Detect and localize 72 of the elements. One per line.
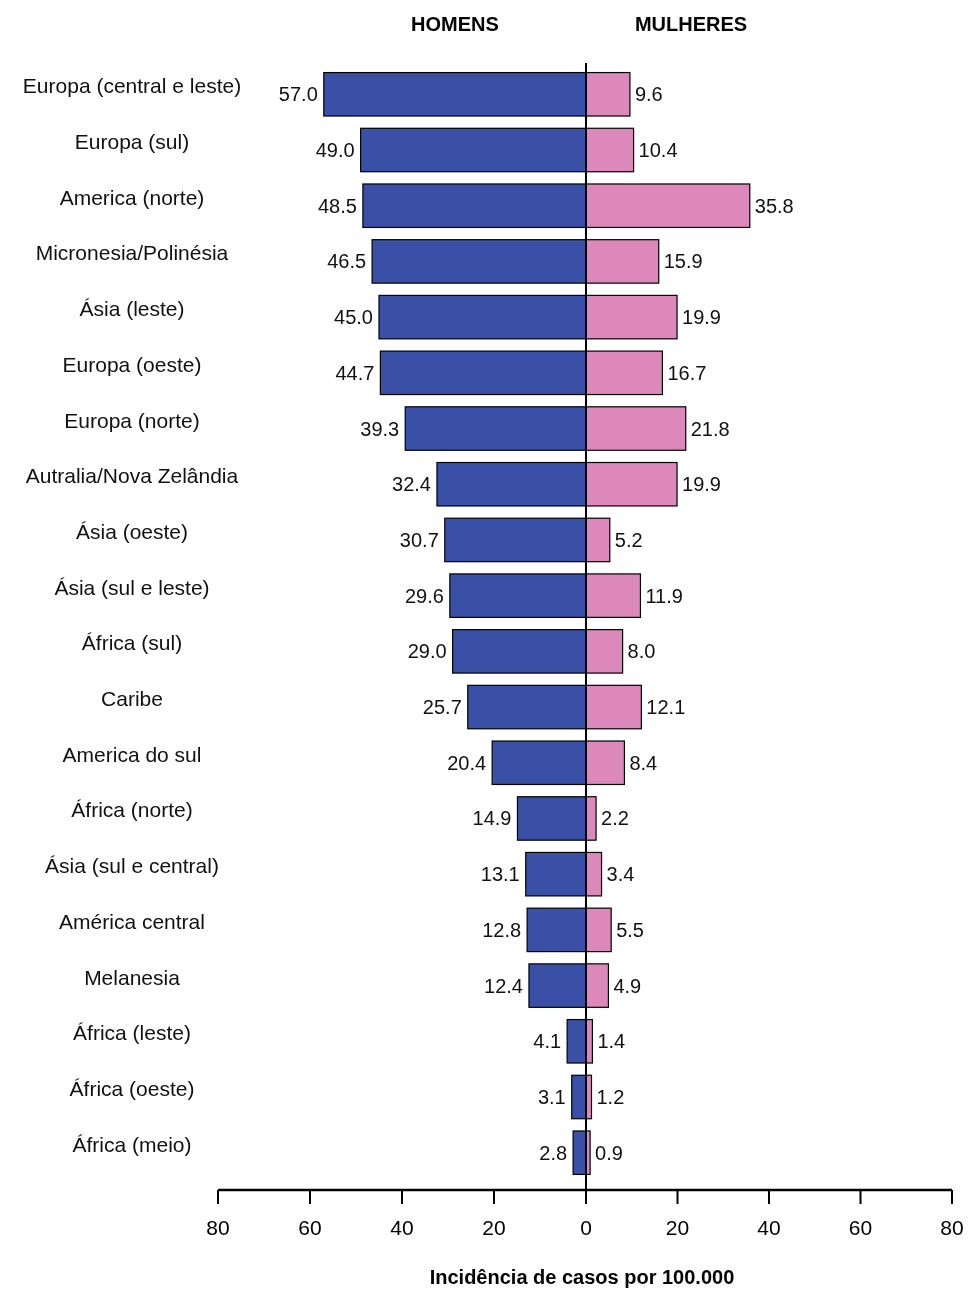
y-tick-label: Ásia (leste) — [79, 297, 185, 321]
data-label: 49.0 — [315, 139, 355, 161]
data-label: 29.6 — [404, 584, 444, 607]
x-tick-label: 60 — [848, 1216, 873, 1239]
y-tick-label: Ásia (sul e central) — [45, 854, 219, 878]
y-tick-label: America do sul — [62, 742, 202, 766]
data-label: 48.5 — [317, 194, 357, 217]
chart-title: MULHERES — [634, 13, 748, 35]
data-label: 2.8 — [539, 1141, 568, 1164]
y-tick-label: Europa (norte) — [64, 408, 200, 432]
data-label: 13.1 — [480, 863, 520, 886]
data-label: 0.9 — [595, 1141, 623, 1164]
data-label: 19.9 — [682, 473, 721, 496]
data-label: 57.0 — [278, 83, 318, 106]
data-label: 19.9 — [682, 306, 721, 329]
data-label: 45.0 — [334, 306, 373, 329]
data-label: 46.5 — [327, 250, 367, 273]
data-label: 10.4 — [638, 139, 678, 161]
data-label: 2.2 — [601, 807, 629, 830]
y-tick-label: Melanesia — [84, 965, 181, 989]
data-label: 29.0 — [407, 640, 447, 663]
y-tick-label: Europa (sul) — [74, 130, 190, 153]
chart-title: HOMENS — [411, 13, 499, 35]
data-label: 3.4 — [606, 863, 635, 886]
data-label: 15.9 — [663, 250, 703, 273]
y-tick-label: Autralia/Nova Zelândia — [25, 464, 239, 488]
y-tick-label: Europa (oeste) — [62, 352, 202, 376]
data-label: 9.6 — [634, 83, 663, 106]
data-label: 12.8 — [482, 918, 522, 941]
x-tick-label: 80 — [940, 1216, 964, 1239]
x-tick-label: 20 — [482, 1216, 506, 1239]
y-tick-label: África (leste) — [73, 1021, 191, 1045]
data-label: 5.5 — [616, 918, 644, 941]
y-tick-label: Ásia (oeste) — [75, 519, 189, 543]
x-tick-label: 40 — [757, 1216, 781, 1239]
x-tick-label: 80 — [206, 1216, 230, 1239]
data-label: 11.9 — [645, 584, 683, 607]
data-label: 5.2 — [614, 528, 643, 551]
data-label: 1.4 — [597, 1030, 626, 1053]
data-label: 21.8 — [690, 417, 730, 440]
y-tick-label: África (sul) — [81, 631, 183, 655]
data-label: 14.9 — [472, 807, 512, 830]
x-tick-label: 40 — [390, 1216, 414, 1239]
x-tick-label: 60 — [298, 1216, 322, 1239]
y-tick-label: África (meio) — [72, 1132, 192, 1156]
data-label: 8.0 — [627, 640, 656, 663]
data-label: 16.7 — [667, 361, 707, 384]
data-label: 8.4 — [629, 751, 658, 774]
y-tick-label: América central — [59, 909, 205, 933]
y-tick-label: Micronesia/Polinésia — [35, 241, 229, 265]
y-tick-label: Ásia (sul e leste) — [54, 575, 210, 599]
data-label: 20.4 — [447, 751, 487, 774]
y-tick-label: África (oeste) — [69, 1077, 195, 1100]
data-label: 25.7 — [422, 696, 462, 719]
data-label: 32.4 — [392, 473, 431, 496]
data-label: 39.3 — [360, 417, 400, 440]
data-label: 4.1 — [533, 1030, 562, 1053]
y-tick-label: Europa (central e leste) — [22, 74, 242, 98]
data-label: 30.7 — [399, 528, 439, 551]
x-tick-label: 0 — [580, 1216, 592, 1239]
data-label: 35.8 — [754, 194, 794, 217]
data-label: 12.1 — [646, 696, 686, 719]
data-label: 3.1 — [537, 1086, 566, 1108]
y-tick-label: Caribe — [101, 687, 163, 711]
y-tick-label: África (norte) — [71, 798, 193, 822]
data-label: 12.4 — [484, 974, 523, 997]
x-axis-title: Incidência de casos por 100.000 — [429, 1266, 735, 1288]
x-tick-label: 20 — [665, 1216, 690, 1239]
data-label: 4.9 — [613, 974, 642, 997]
data-label: 44.7 — [335, 361, 375, 384]
y-tick-label: America (norte) — [59, 185, 205, 209]
data-label: 1.2 — [596, 1086, 625, 1108]
